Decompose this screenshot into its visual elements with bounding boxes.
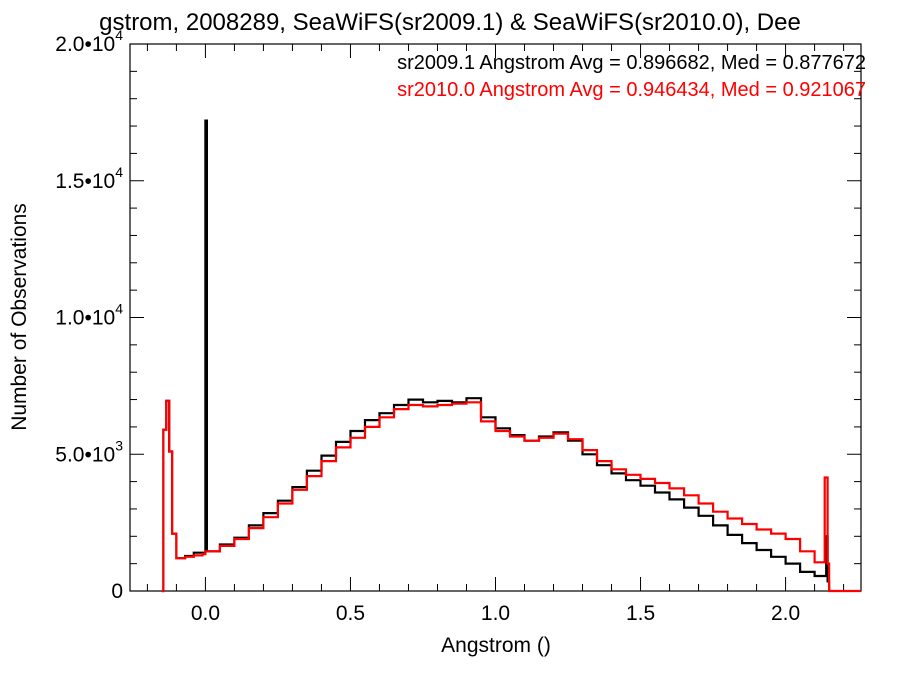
chart-title: gstrom, 2008289, SeaWiFS(sr2009.1) & Sea… xyxy=(99,9,801,36)
x-tick-label: 2.0 xyxy=(771,602,800,625)
axis-ticks xyxy=(130,43,861,592)
y-tick-label: 5.0•103 xyxy=(55,437,123,466)
series-group xyxy=(161,119,861,593)
x-tick-label: 0.0 xyxy=(191,602,220,625)
x-tick-label: 0.5 xyxy=(336,602,365,625)
x-tick-label: 1.0 xyxy=(481,602,510,625)
x-tick-labels: 0.0 0.5 1.0 1.5 2.0 xyxy=(191,602,800,625)
y-tick-label: 0 xyxy=(111,580,123,603)
legend-entry-sr2009.1: sr2009.1 Angstrom Avg = 0.896682, Med = … xyxy=(397,52,866,74)
legend-entry-sr2010.0: sr2010.0 Angstrom Avg = 0.946434, Med = … xyxy=(397,79,866,101)
legend: sr2009.1 Angstrom Avg = 0.896682, Med = … xyxy=(397,52,866,101)
plot-frame xyxy=(129,43,862,592)
y-tick-labels: 0 5.0•103 1.0•104 1.5•104 2.0•104 xyxy=(55,27,123,603)
series-line-sr2009.1 xyxy=(161,119,831,593)
series-line-sr2010.0 xyxy=(161,399,861,593)
y-axis-title: Number of Observations xyxy=(8,203,31,431)
x-tick-label: 1.5 xyxy=(626,602,655,625)
y-tick-label: 1.0•104 xyxy=(55,301,123,330)
y-tick-label: 1.5•104 xyxy=(55,164,123,193)
y-tick-label: 2.0•104 xyxy=(55,27,123,56)
x-axis-title: Angstrom () xyxy=(441,634,551,657)
